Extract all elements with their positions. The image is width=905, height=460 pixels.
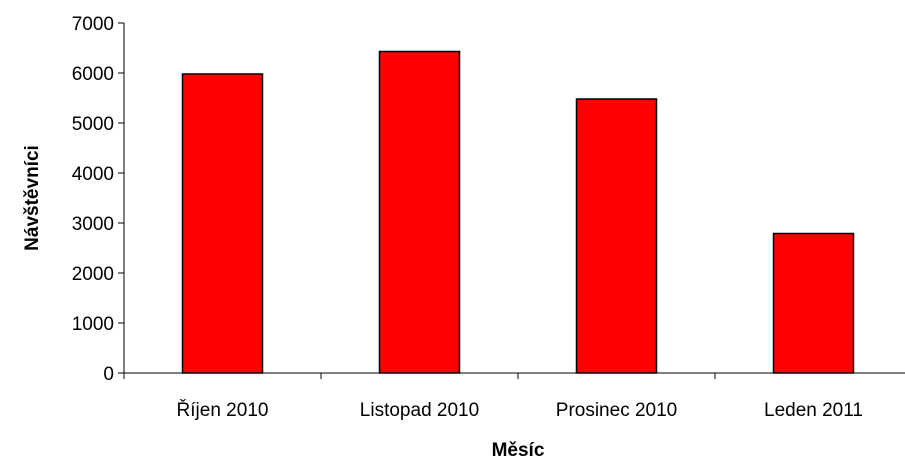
x-axis-ticks: Říjen 2010 Listopad 2010 Prosinec 2010 Lede… [123, 373, 863, 421]
y-tick-label: 5000 [72, 114, 114, 135]
x-tick-label: Listopad 2010 [360, 400, 479, 421]
y-tick-label: 6000 [72, 64, 114, 85]
y-tick-label: 4000 [72, 164, 114, 185]
bar [378, 50, 461, 374]
y-tick-label: 1000 [72, 314, 114, 335]
x-tick-label: Leden 2011 [764, 400, 863, 421]
x-tick-label: Prosinec 2010 [556, 400, 677, 421]
bar [772, 232, 855, 374]
bar [575, 98, 658, 374]
y-tick-label: 0 [103, 364, 114, 385]
y-tick-label: 2000 [72, 264, 114, 285]
y-tick-label: 3000 [72, 214, 114, 235]
bar [181, 73, 264, 374]
y-axis-ticks: 0 1000 2000 3000 4000 5000 6000 7000 [72, 14, 124, 385]
y-tick-label: 7000 [72, 14, 114, 35]
x-axis-title: Měsíc [492, 440, 545, 460]
y-axis-title: Návštěvníci [22, 145, 43, 251]
bars [181, 50, 855, 374]
x-tick-label: Říjen 2010 [177, 399, 269, 421]
